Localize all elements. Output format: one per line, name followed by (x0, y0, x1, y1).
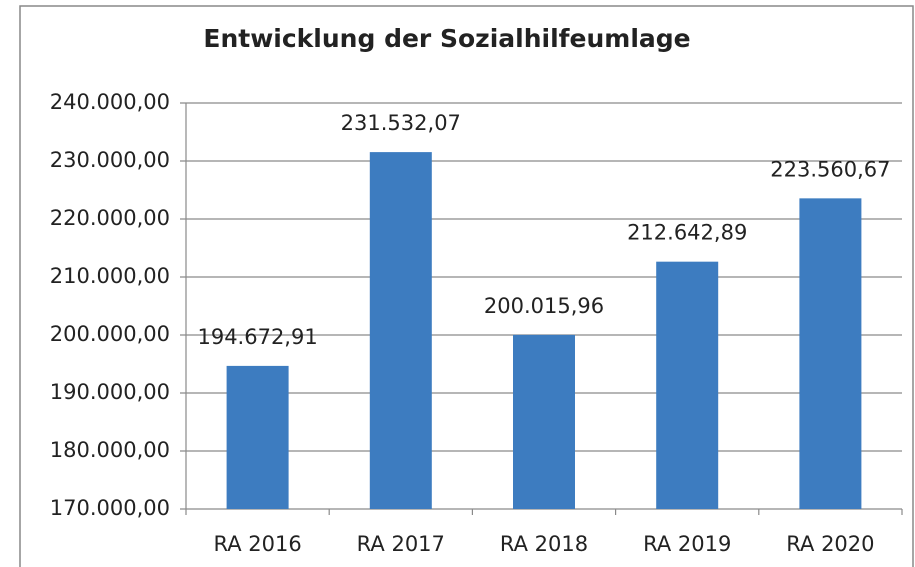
x-tick-label: RA 2016 (213, 532, 301, 556)
chart-title: Entwicklung der Sozialhilfeumlage (203, 24, 690, 53)
y-tick-label: 240.000,00 (50, 90, 170, 114)
y-tick-label: 180.000,00 (50, 438, 170, 462)
y-tick-label: 220.000,00 (50, 206, 170, 230)
x-tick-label: RA 2019 (643, 532, 731, 556)
y-tick-label: 190.000,00 (50, 380, 170, 404)
x-tick-label: RA 2018 (500, 532, 588, 556)
value-label: 194.672,91 (197, 325, 317, 349)
y-tick-label: 200.000,00 (50, 322, 170, 346)
y-tick-label: 230.000,00 (50, 148, 170, 172)
bar (656, 261, 719, 509)
bar (513, 334, 575, 509)
bar (799, 198, 862, 509)
value-label: 223.560,67 (770, 157, 890, 181)
value-label: 200.015,96 (484, 294, 604, 318)
bar (226, 365, 289, 509)
y-tick-label: 210.000,00 (50, 264, 170, 288)
x-tick-label: RA 2017 (357, 532, 445, 556)
x-tick-label: RA 2020 (786, 532, 874, 556)
value-label: 231.532,07 (341, 111, 461, 135)
chart-border (19, 5, 914, 567)
y-tick-label: 170.000,00 (50, 496, 170, 520)
bar (369, 152, 432, 509)
value-label: 212.642,89 (627, 221, 747, 245)
